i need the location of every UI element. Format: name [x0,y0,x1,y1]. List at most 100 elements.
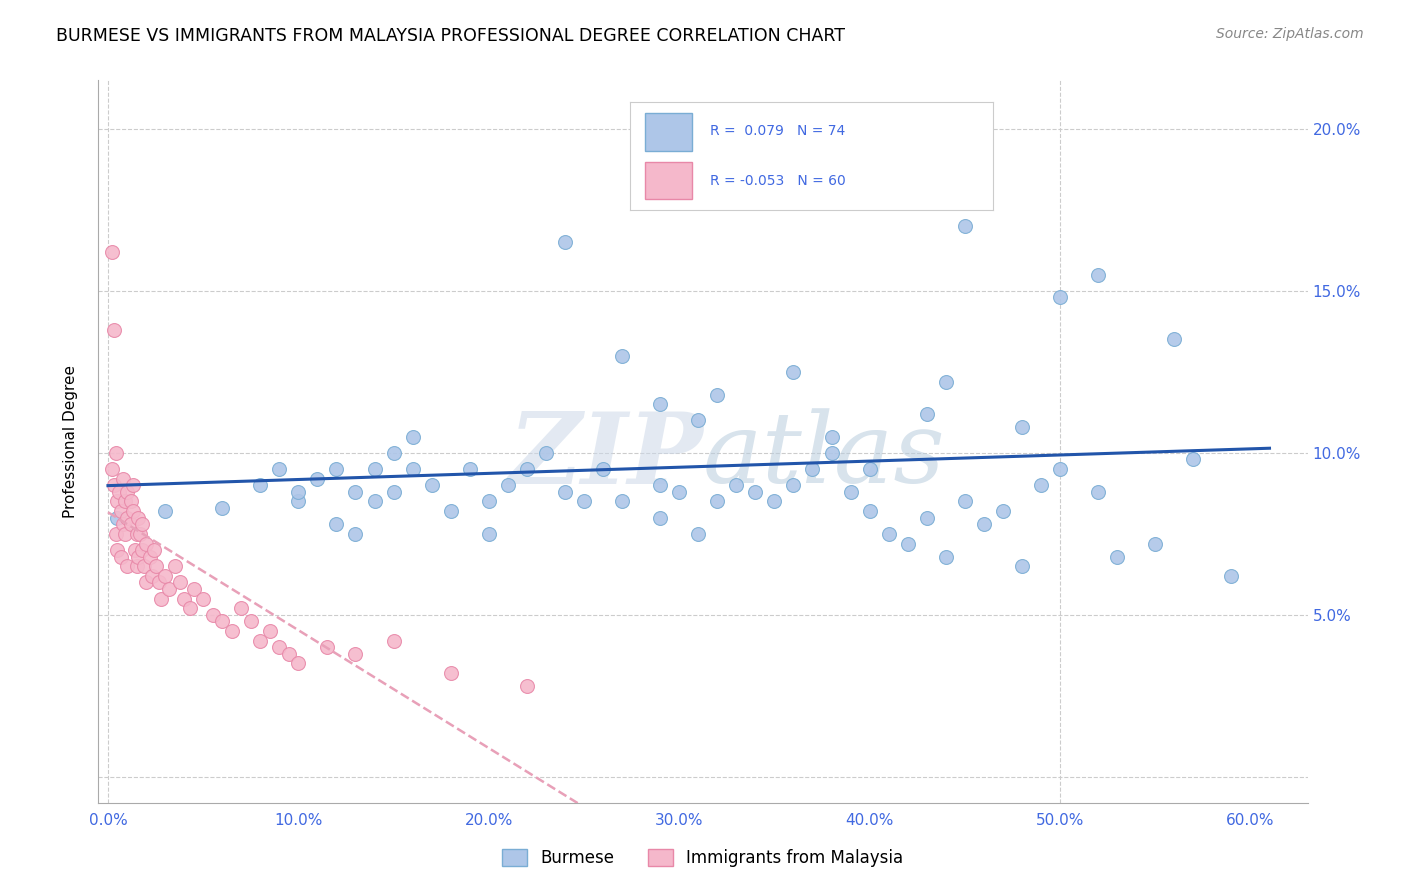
Point [1011,420,1033,434]
Point [211,500,233,515]
Point [249,478,271,492]
Point [110,549,132,564]
Point [953,219,976,233]
Point [107,510,129,524]
Point [115,559,138,574]
Point [859,504,882,518]
Point [148,575,170,590]
Point [179,601,201,615]
Point [991,504,1014,518]
Point [650,510,672,524]
Point [169,575,191,590]
Point [125,527,148,541]
Point [114,494,136,508]
Point [107,494,129,508]
Point [382,484,405,499]
Point [112,472,135,486]
Point [127,510,149,524]
Point [915,510,938,524]
Point [107,543,129,558]
Point [382,633,405,648]
Point [153,504,176,518]
Point [363,462,385,476]
Text: atlas: atlas [703,409,946,504]
Point [782,478,804,492]
Point [935,549,957,564]
Point [150,591,173,606]
Text: Source: ZipAtlas.com: Source: ZipAtlas.com [1216,27,1364,41]
Point [114,527,136,541]
Point [1049,462,1071,476]
Point [763,494,786,508]
Y-axis label: Professional Degree: Professional Degree [63,365,77,518]
Point [110,504,132,518]
Point [1220,569,1243,583]
Point [1011,559,1033,574]
Point [131,543,153,558]
Point [458,462,481,476]
Point [325,517,347,532]
Point [554,484,576,499]
Point [135,536,157,550]
Point [112,517,135,532]
Point [859,462,882,476]
Point [688,527,710,541]
Point [363,494,385,508]
Point [516,462,538,476]
Point [127,549,149,564]
Point [801,462,824,476]
Point [121,504,143,518]
Point [191,591,214,606]
Point [973,517,995,532]
Point [131,517,153,532]
Point [277,647,299,661]
Point [401,430,423,444]
Point [1182,452,1205,467]
Point [1163,333,1185,347]
Point [534,446,557,460]
Point [820,446,842,460]
Point [630,161,652,175]
Point [153,569,176,583]
Point [316,640,339,655]
Point [307,472,329,486]
Point [382,446,405,460]
Point [121,478,143,492]
Text: BURMESE VS IMMIGRANTS FROM MALAYSIA PROFESSIONAL DEGREE CORRELATION CHART: BURMESE VS IMMIGRANTS FROM MALAYSIA PROF… [56,27,845,45]
Point [142,543,165,558]
Point [221,624,243,638]
Point [877,527,900,541]
Point [157,582,180,596]
Point [239,615,262,629]
Point [706,494,728,508]
Point [211,615,233,629]
Point [897,536,920,550]
Point [440,504,463,518]
Point [115,484,138,499]
Point [610,494,633,508]
Point [129,527,152,541]
Point [103,478,125,492]
Point [249,633,271,648]
Point [592,462,614,476]
Point [953,494,976,508]
Point [725,478,748,492]
Point [231,601,253,615]
Legend: Burmese, Immigrants from Malaysia: Burmese, Immigrants from Malaysia [496,842,910,874]
Point [125,559,148,574]
Point [1087,268,1109,282]
Point [839,484,862,499]
Point [572,494,595,508]
Point [668,484,690,499]
Point [104,527,127,541]
Point [782,365,804,379]
Point [104,446,127,460]
Point [820,430,842,444]
Point [688,413,710,427]
Point [935,375,957,389]
Point [478,494,501,508]
Point [554,235,576,250]
Point [440,666,463,681]
Point [1087,484,1109,499]
Point [115,510,138,524]
